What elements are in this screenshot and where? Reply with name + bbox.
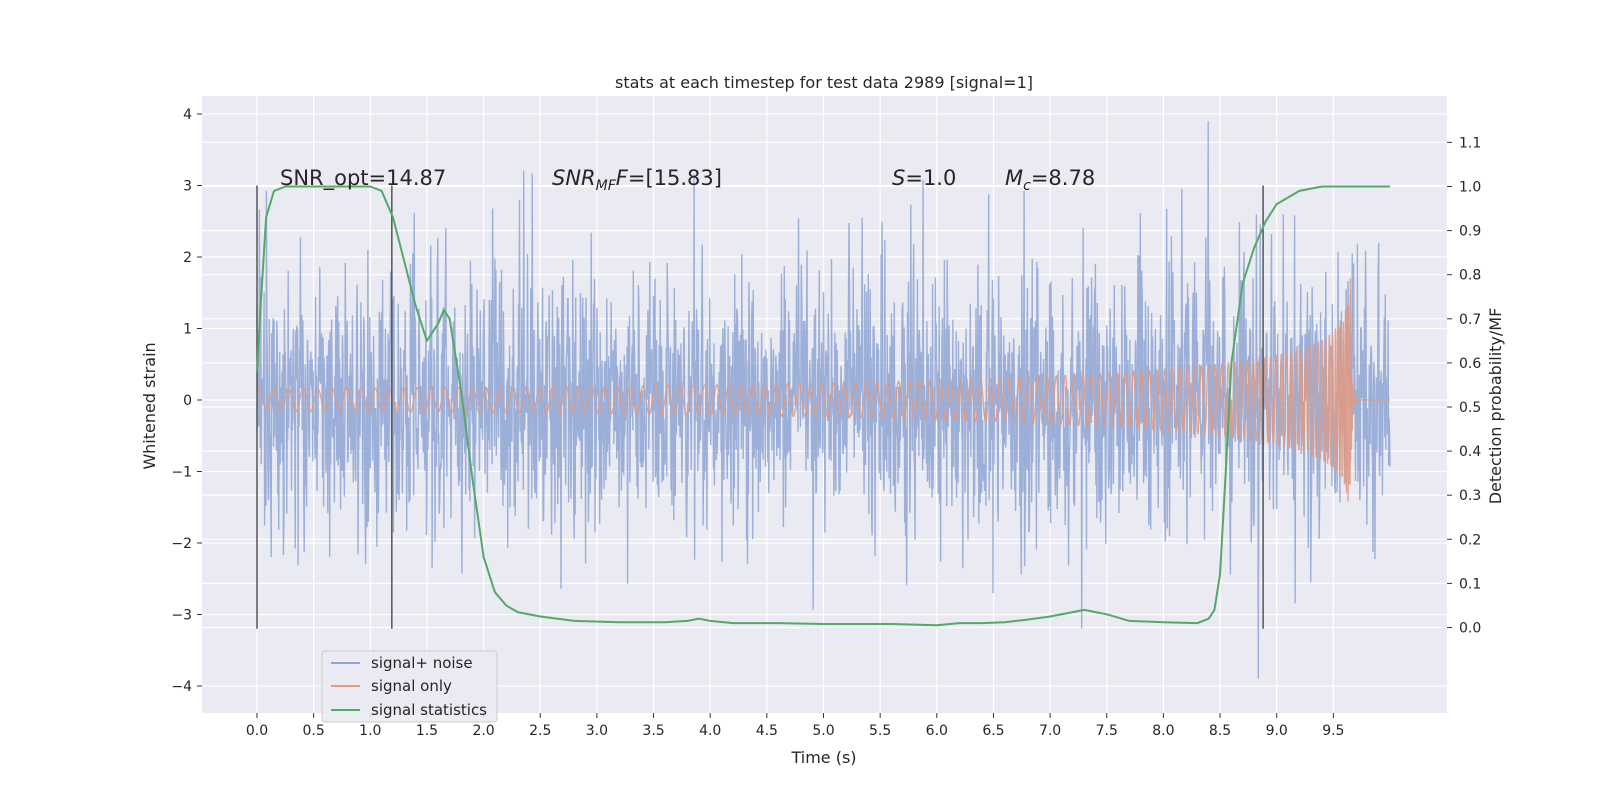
y-right-tick-label: 0.9 xyxy=(1459,224,1481,240)
y-left-tick-label: −3 xyxy=(171,608,192,624)
y-left-tick-label: 4 xyxy=(183,107,192,123)
x-tick-label: 3.5 xyxy=(642,723,664,739)
x-tick-label: 1.5 xyxy=(416,723,438,739)
y-left-axis-label: Whitened strain xyxy=(140,342,159,469)
y-left-tick-label: 3 xyxy=(183,179,192,195)
annotation-snr-mf-sub: MF xyxy=(596,178,617,194)
legend: signal+ noise signal only signal statist… xyxy=(321,650,498,723)
y-right-tick-label: 0.6 xyxy=(1459,356,1481,372)
x-tick-label: 9.0 xyxy=(1266,723,1288,739)
annotation-s-main: S xyxy=(892,166,905,190)
y-right-tick-label: 0.1 xyxy=(1459,576,1481,592)
x-tick-label: 0.0 xyxy=(246,723,268,739)
x-tick-label: 4.0 xyxy=(699,723,721,739)
y-left-tick-label: 2 xyxy=(183,250,192,266)
x-axis-ticks: 0.0 0.5 1.0 1.5 2.0 2.5 3.0 3.5 4.0 4.5 5.0 5.5 6.0 6… xyxy=(246,713,1344,739)
x-tick-label: 2.0 xyxy=(472,723,494,739)
signal-series xyxy=(256,278,1390,502)
y-right-tick-label: 0.4 xyxy=(1459,444,1481,460)
annotation-s-value: =1.0 xyxy=(905,166,956,190)
y-right-tick-label: 0.8 xyxy=(1459,268,1481,284)
y-left-tick-label: −1 xyxy=(171,465,192,481)
x-tick-label: 5.5 xyxy=(869,723,891,739)
y-left-tick-label: 0 xyxy=(183,393,192,409)
y-right-tick-label: 1.0 xyxy=(1459,180,1481,196)
series-signal-only xyxy=(256,278,1390,502)
x-tick-label: 1.0 xyxy=(359,723,381,739)
annotation-snr-mf-value: =[15.83] xyxy=(628,166,722,190)
annotation-s: S=1.0 xyxy=(892,166,956,190)
y-right-axis-ticks: 0.0 0.1 0.2 0.3 0.4 0.5 0.6 0.7 0.8 0.9 1.0 1.1 xyxy=(1447,135,1481,637)
x-tick-label: 4.5 xyxy=(756,723,778,739)
x-tick-label: 6.5 xyxy=(982,723,1004,739)
legend-label-signal: signal only xyxy=(371,677,452,695)
x-tick-label: 7.0 xyxy=(1039,723,1061,739)
y-right-tick-label: 0.7 xyxy=(1459,312,1481,328)
series-signal-plus-noise xyxy=(256,121,1391,679)
x-tick-label: 7.5 xyxy=(1096,723,1118,739)
noise-series xyxy=(256,121,1391,679)
x-tick-label: 3.0 xyxy=(586,723,608,739)
x-tick-label: 9.5 xyxy=(1322,723,1344,739)
y-right-tick-label: 0.3 xyxy=(1459,488,1481,504)
annotation-snr-opt: SNR_opt=14.87 xyxy=(280,166,446,191)
annotation-mc-value: =8.78 xyxy=(1031,166,1095,190)
annotation-snr-mf-main: SNR xyxy=(552,166,596,190)
legend-label-statistics: signal statistics xyxy=(371,701,487,719)
x-tick-label: 2.5 xyxy=(529,723,551,739)
y-left-tick-label: 1 xyxy=(183,322,192,338)
legend-box xyxy=(321,650,498,723)
y-left-tick-label: −2 xyxy=(171,536,192,552)
y-right-tick-label: 1.1 xyxy=(1459,135,1481,151)
annotation-mc-sub: c xyxy=(1023,178,1031,194)
series-signal-statistics xyxy=(256,185,1390,627)
statistics-series xyxy=(256,185,1390,627)
x-tick-label: 0.5 xyxy=(303,723,325,739)
annotation-mc: Mc=8.78 xyxy=(1005,166,1095,194)
x-tick-label: 6.0 xyxy=(926,723,948,739)
y-left-tick-label: −4 xyxy=(171,679,192,695)
x-tick-label: 5.0 xyxy=(812,723,834,739)
y-right-tick-label: 0.0 xyxy=(1459,621,1481,637)
vertical-markers xyxy=(256,185,1264,629)
y-right-tick-label: 0.2 xyxy=(1459,532,1481,548)
chart-title: stats at each timestep for test data 298… xyxy=(615,73,1033,92)
y-left-axis-ticks: −4 −3 −2 −1 0 1 2 3 4 xyxy=(171,107,202,695)
y-right-axis-label: Detection probability/MF xyxy=(1486,308,1505,505)
x-tick-label: 8.5 xyxy=(1209,723,1231,739)
annotation-snr-mf: SNRMFF=[15.83] xyxy=(552,166,722,194)
annotation-mc-main: M xyxy=(1005,166,1023,190)
x-tick-label: 8.0 xyxy=(1152,723,1174,739)
legend-label-noise: signal+ noise xyxy=(371,654,473,672)
y-right-tick-label: 0.5 xyxy=(1459,400,1481,416)
x-axis-label: Time (s) xyxy=(790,748,856,767)
